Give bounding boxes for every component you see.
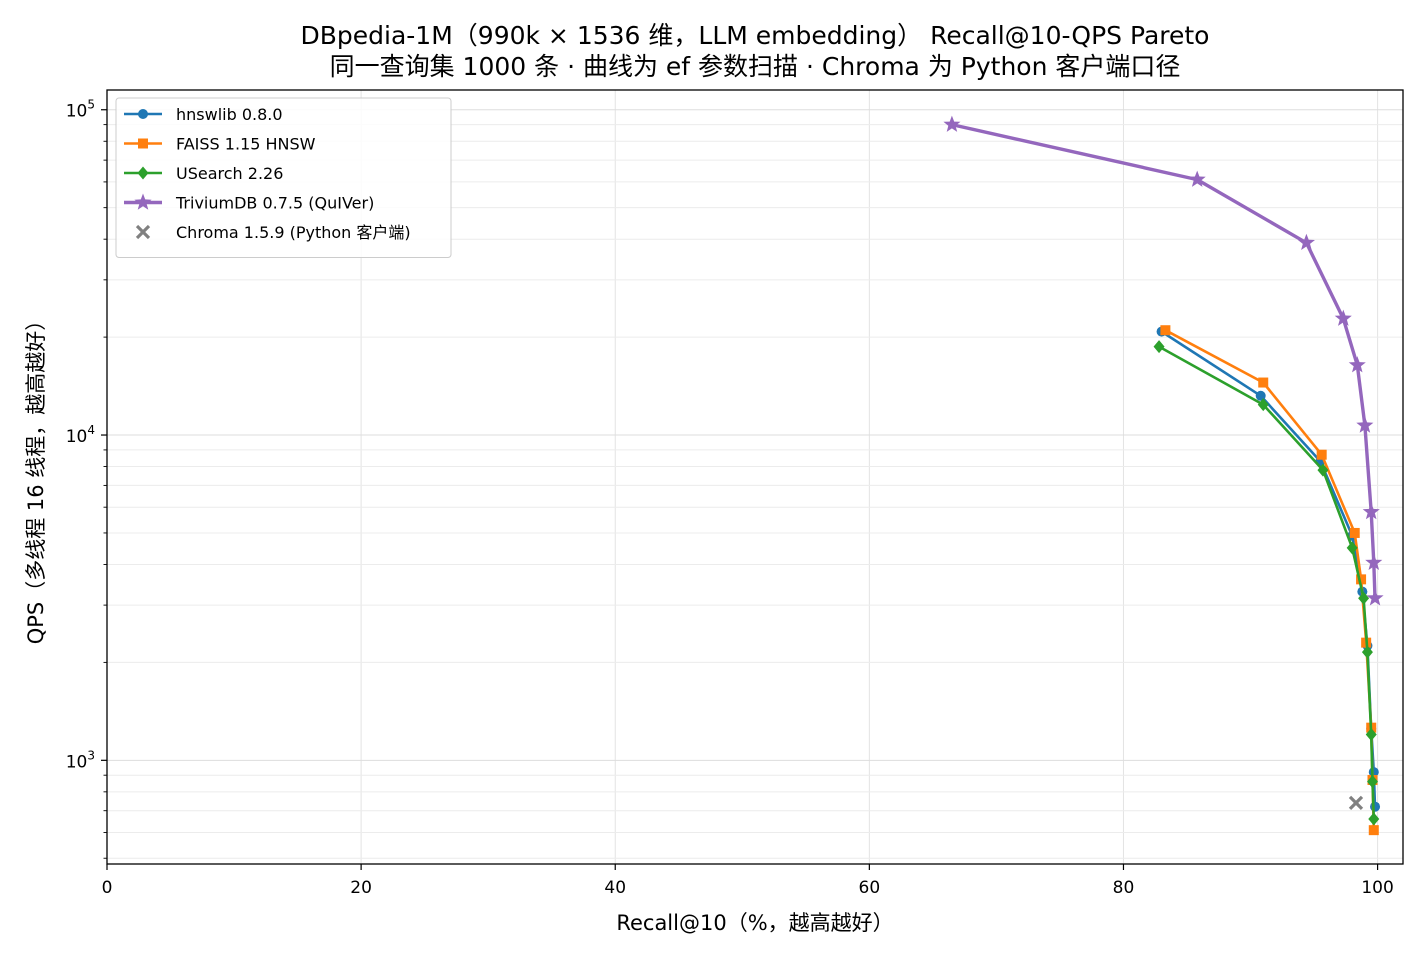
y-tick-exponent: 4: [87, 423, 95, 437]
series-2: [1153, 340, 1380, 826]
plot-frame: [106, 89, 1404, 865]
data-point: [1317, 463, 1329, 477]
series-4: [1348, 795, 1364, 810]
legend-label: hnswlib 0.8.0: [176, 105, 283, 124]
data-point: [1356, 574, 1367, 585]
x-axis-label: Recall@10（%，越高越好）: [616, 911, 893, 935]
y-tick-mantissa: 10: [66, 752, 88, 772]
legend-box: [115, 97, 452, 258]
data-point: [1334, 309, 1352, 326]
data-point: [1153, 340, 1165, 354]
y-tick-mantissa: 10: [66, 427, 88, 447]
y-tick-label: 104: [66, 423, 95, 447]
grid-lines: [106, 90, 1403, 864]
data-point: [1368, 825, 1379, 836]
y-tick-exponent: 5: [87, 98, 95, 112]
data-point: [1358, 591, 1370, 605]
data-point: [1368, 812, 1380, 826]
data-point: [1349, 527, 1360, 538]
y-axis-label: QPS（多线程 16 线程，越高越好）: [24, 310, 48, 645]
legend-label: USearch 2.26: [176, 164, 283, 183]
x-tick-label: 0: [102, 878, 113, 898]
data-point: [1356, 416, 1374, 433]
legend-marker: [134, 193, 152, 210]
data-point: [1365, 728, 1377, 742]
legend-marker: [135, 224, 151, 240]
x-tick-label: 60: [859, 878, 881, 898]
data-point: [1297, 233, 1315, 250]
data-point: [1346, 541, 1358, 555]
y-tick-exponent: 3: [87, 748, 95, 762]
data-point: [1370, 801, 1381, 812]
legend-item: hnswlib 0.8.0: [124, 105, 283, 124]
data-point: [1366, 589, 1384, 606]
x-marker-stroke: [135, 224, 151, 240]
data-point: [1362, 503, 1380, 520]
legend-item: TriviumDB 0.7.5 (QuIVer): [124, 193, 374, 213]
chart-title: DBpedia-1M（990k × 1536 维，LLM embedding） …: [301, 21, 1210, 50]
data-point: [1316, 449, 1327, 460]
legend-label: FAISS 1.15 HNSW: [176, 135, 316, 154]
y-tick-label: 103: [66, 748, 95, 772]
data-point: [943, 115, 961, 132]
data-point: [1160, 325, 1171, 336]
x-tick-label: 100: [1361, 878, 1393, 898]
legend-marker: [138, 109, 148, 119]
data-point: [1188, 170, 1206, 187]
legend-marker: [137, 166, 149, 180]
y-tick-mantissa: 10: [66, 102, 88, 122]
data-point: [1367, 775, 1379, 789]
y-tick-label: 105: [66, 98, 95, 122]
legend: hnswlib 0.8.0 FAISS 1.15 HNSW USearch 2.26…: [115, 97, 452, 258]
x-marker-stroke: [1348, 795, 1364, 810]
data-point: [1348, 356, 1366, 373]
legend-item: Chroma 1.5.9 (Python 客户端): [135, 223, 411, 242]
x-tick-label: 40: [604, 878, 626, 898]
data-point: [1348, 795, 1364, 810]
data-point: [1365, 553, 1383, 570]
legend-label: Chroma 1.5.9 (Python 客户端): [176, 223, 411, 242]
x-tick-label: 80: [1113, 878, 1135, 898]
data-point: [1361, 645, 1373, 659]
legend-label: TriviumDB 0.7.5 (QuIVer): [175, 194, 374, 213]
chart-subtitle: 同一查询集 1000 条 · 曲线为 ef 参数扫描 · Chroma 为 Py…: [330, 52, 1181, 81]
series-3: [943, 115, 1384, 606]
data-point: [1257, 398, 1269, 412]
legend-item: USearch 2.26: [124, 164, 283, 183]
legend-item: FAISS 1.15 HNSW: [124, 135, 316, 154]
x-tick-label: 20: [350, 878, 372, 898]
data-point: [1258, 377, 1269, 388]
legend-marker: [138, 138, 148, 149]
series-layer: [943, 115, 1384, 836]
